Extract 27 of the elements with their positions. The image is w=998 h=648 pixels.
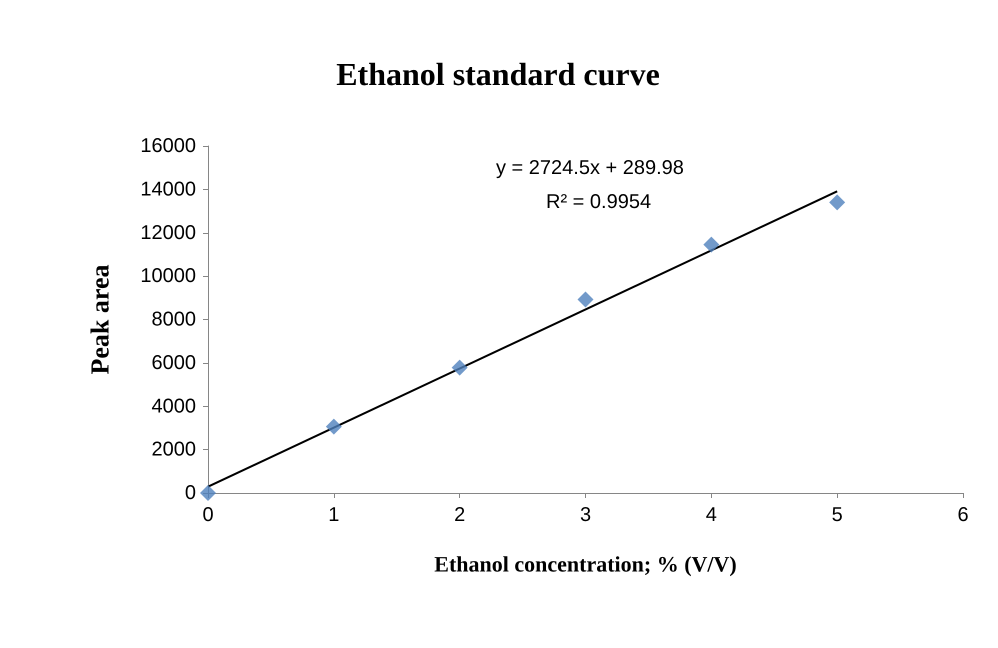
x-tick-label: 5 bbox=[832, 504, 843, 526]
point bbox=[703, 236, 720, 253]
point bbox=[326, 418, 342, 435]
point bbox=[200, 485, 216, 501]
point bbox=[452, 360, 468, 376]
x-tick-label: 0 bbox=[202, 504, 214, 526]
y-tick-label: 6000 bbox=[152, 352, 196, 374]
y-tick-label: 4000 bbox=[152, 395, 196, 418]
y-tick-label: 12000 bbox=[140, 222, 196, 244]
y-tick-label: 16000 bbox=[140, 135, 196, 157]
y-tick-label: 0 bbox=[184, 482, 196, 504]
y-tick-label: 10000 bbox=[140, 265, 196, 288]
annotation: y = 2724.5x + 289.98 bbox=[496, 157, 684, 179]
chart-title: Ethanol standard curve bbox=[336, 56, 660, 92]
y-tick-label: 14000 bbox=[140, 178, 196, 200]
point bbox=[829, 194, 846, 210]
x-tick-label: 4 bbox=[706, 504, 717, 526]
annotation: R² = 0.9954 bbox=[546, 191, 652, 213]
x-tick-label: 2 bbox=[454, 504, 466, 526]
y-axis-title: Peak area bbox=[86, 264, 114, 374]
y-tick-label: 8000 bbox=[152, 308, 196, 330]
point bbox=[578, 292, 594, 308]
x-tick-label: 6 bbox=[957, 504, 969, 526]
x-tick-label: 1 bbox=[328, 504, 340, 526]
y-tick-label: 2000 bbox=[152, 438, 196, 461]
x-axis-title: Ethanol concentration; % (V/V) bbox=[434, 552, 737, 576]
x-tick-label: 3 bbox=[580, 504, 592, 526]
